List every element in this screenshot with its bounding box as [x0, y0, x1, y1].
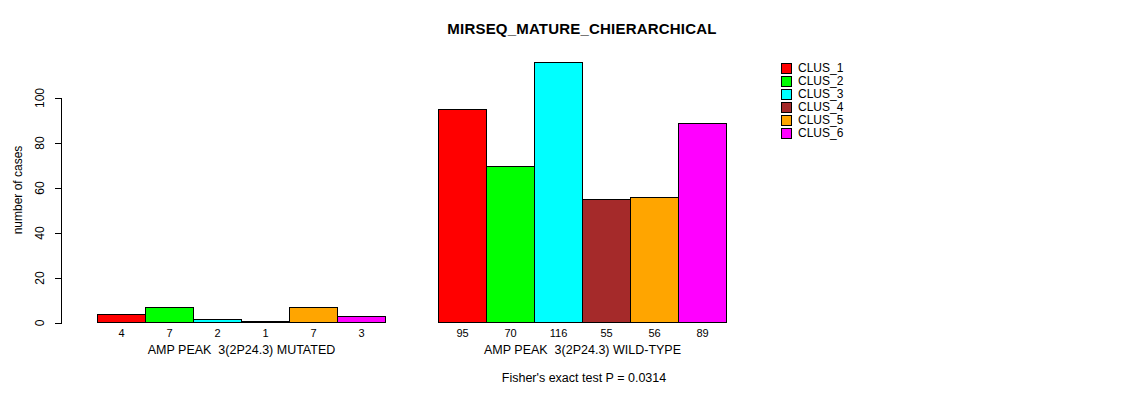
legend-item-clus_6: CLUS_6: [781, 127, 843, 140]
y-axis-label: number of cases: [11, 146, 25, 235]
y-tick: [55, 278, 62, 279]
barplot-canvas: MIRSEQ_MATURE_CHIERARCHICAL number of ca…: [0, 0, 1140, 400]
group-label-2: AMP PEAK 3(2P24.3) WILD-TYPE: [438, 343, 727, 357]
legend-swatch-icon: [781, 76, 792, 87]
bar-clus_2-group2: [486, 166, 535, 324]
bar-value-label: 7: [289, 327, 338, 339]
bar-value-label: 70: [486, 327, 535, 339]
legend: CLUS_1CLUS_2CLUS_3CLUS_4CLUS_5CLUS_6: [781, 62, 843, 140]
group-label-1: AMP PEAK 3(2P24.3) MUTATED: [97, 343, 386, 357]
bar-value-label: 1: [241, 327, 290, 339]
bar-clus_1-group1: [97, 314, 146, 323]
bar-clus_2-group1: [145, 307, 194, 323]
chart-title: MIRSEQ_MATURE_CHIERARCHICAL: [282, 20, 882, 37]
bar-clus_6-group1: [337, 316, 386, 323]
y-tick: [55, 98, 62, 99]
y-tick: [55, 143, 62, 144]
bar-value-label: 56: [630, 327, 679, 339]
y-tick-label: 0: [33, 320, 47, 327]
bar-value-label: 7: [145, 327, 194, 339]
y-tick: [55, 188, 62, 189]
pvalue-annotation: Fisher's exact test P = 0.0314: [284, 371, 884, 385]
legend-swatch-icon: [781, 102, 792, 113]
bar-clus_4-group1: [241, 321, 290, 323]
legend-swatch-icon: [781, 128, 792, 139]
bar-value-label: 95: [438, 327, 487, 339]
legend-label: CLUS_6: [798, 127, 843, 140]
bar-clus_3-group1: [193, 319, 242, 324]
y-tick: [55, 323, 62, 324]
y-tick-label: 60: [33, 181, 47, 194]
bar-clus_4-group2: [582, 199, 631, 323]
y-tick-label: 40: [33, 226, 47, 239]
y-tick-label: 100: [33, 88, 47, 108]
y-tick: [55, 233, 62, 234]
y-axis-line: [61, 98, 62, 324]
bar-clus_5-group1: [289, 307, 338, 323]
legend-swatch-icon: [781, 115, 792, 126]
bar-value-label: 4: [97, 327, 146, 339]
y-tick-label: 80: [33, 136, 47, 149]
bar-clus_1-group2: [438, 109, 487, 323]
bar-clus_6-group2: [678, 123, 727, 323]
legend-swatch-icon: [781, 63, 792, 74]
bar-value-label: 116: [534, 327, 583, 339]
bar-clus_5-group2: [630, 197, 679, 323]
bar-clus_3-group2: [534, 62, 583, 323]
bar-value-label: 55: [582, 327, 631, 339]
bar-value-label: 89: [678, 327, 727, 339]
bar-value-label: 3: [337, 327, 386, 339]
y-tick-label: 20: [33, 271, 47, 284]
legend-swatch-icon: [781, 89, 792, 100]
bar-value-label: 2: [193, 327, 242, 339]
